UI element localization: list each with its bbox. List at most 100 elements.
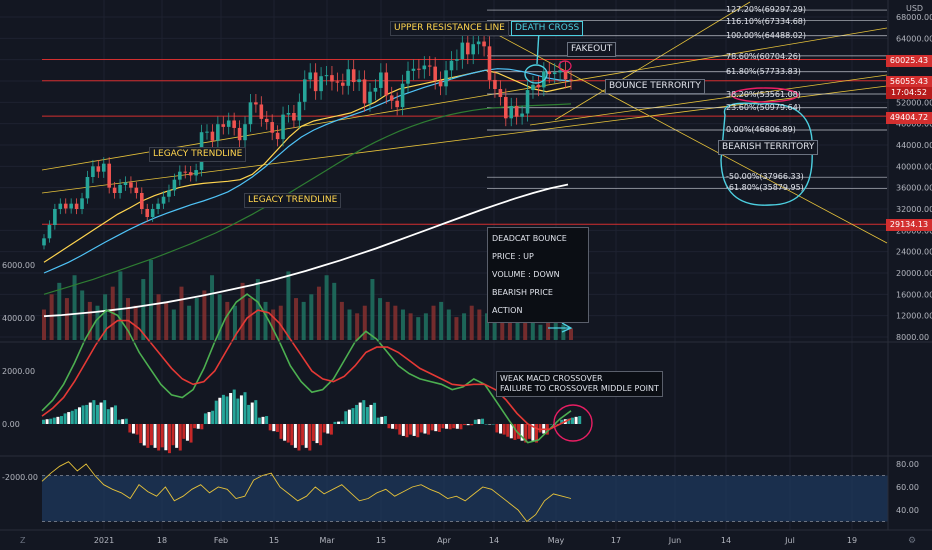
macd-histogram-bar — [92, 400, 96, 424]
candle-body — [63, 203, 68, 209]
volume-bar — [484, 313, 489, 340]
death-cross-pointer — [536, 30, 540, 65]
candle-body — [411, 68, 416, 71]
volume-bar — [202, 290, 207, 340]
volume-bar — [164, 301, 169, 340]
price-tag-29134: 29134.13 — [886, 219, 932, 231]
macd-note: WEAK MACD CROSSOVER FAILURE TO CROSSOVER… — [496, 371, 663, 397]
macd-histogram-bar — [409, 424, 413, 435]
macd-histogram-bar — [499, 424, 503, 434]
volume-bar — [339, 301, 344, 340]
candle-body — [395, 100, 399, 108]
macd-panel — [41, 293, 582, 454]
volume-bar — [103, 294, 108, 340]
macd-histogram-bar — [211, 410, 215, 424]
macd-histogram-bar — [185, 424, 189, 441]
macd-histogram-bar — [45, 419, 49, 424]
candle-body — [417, 68, 421, 70]
macd-histogram-bar — [437, 424, 441, 432]
candle-body — [547, 71, 552, 75]
volume-bar — [240, 282, 245, 340]
macd-histogram-bar — [491, 424, 495, 425]
macd-histogram-bar — [333, 421, 337, 424]
macd-histogram-bar — [578, 416, 582, 424]
macd-line — [41, 293, 572, 444]
macd-histogram-bar — [322, 424, 326, 433]
candle-body — [427, 65, 432, 67]
volume-bar — [355, 313, 360, 340]
volume-bar — [477, 309, 482, 340]
macd-histogram-bar — [103, 400, 107, 424]
macd-histogram-bar — [337, 421, 341, 424]
macd-histogram-bar — [423, 424, 427, 434]
price-tag-56055: 56055.43 — [886, 76, 932, 88]
signal-line — [41, 309, 572, 431]
macd-histogram-bar — [182, 424, 186, 439]
candle-body — [368, 91, 372, 104]
macd-histogram-bar — [88, 402, 92, 424]
candle-body — [178, 171, 182, 180]
macd-histogram-bar — [164, 424, 168, 451]
candle-body — [172, 179, 177, 191]
time-tick-label: 19 — [847, 536, 857, 545]
candle-body — [74, 203, 79, 209]
macd-histogram-bar — [59, 416, 63, 424]
volume-bar — [515, 309, 520, 340]
macd-histogram-bar — [506, 424, 510, 437]
macd-histogram-bar — [524, 424, 528, 443]
macd-histogram-bar — [67, 412, 71, 424]
macd-histogram-bar — [117, 419, 121, 424]
rsi-tick-label: 40.00 — [896, 506, 919, 515]
candle-body — [471, 44, 476, 55]
macd-histogram-bar — [193, 424, 197, 429]
candle-body — [455, 59, 459, 61]
volume-bar — [378, 298, 383, 340]
macd-histogram-bar — [427, 424, 431, 435]
candle-body — [531, 84, 535, 91]
candle-body — [351, 69, 356, 83]
candle-body — [101, 163, 106, 172]
candle-body — [536, 84, 541, 88]
candle-body — [188, 172, 193, 176]
candle-body — [422, 65, 427, 70]
macd-circle — [553, 404, 593, 442]
macd-histogram-bar — [470, 424, 474, 426]
macd-histogram-bar — [171, 424, 175, 446]
volume-arrow — [548, 322, 573, 333]
macd-histogram-bar — [308, 424, 312, 451]
candles[interactable] — [42, 31, 573, 250]
candle-body — [80, 198, 84, 209]
macd-histogram-bar — [567, 418, 571, 424]
macd-histogram-bar — [401, 424, 405, 436]
volume-bar — [431, 305, 436, 340]
volume-bar — [57, 282, 62, 340]
macd-histogram-bar — [124, 418, 128, 424]
candle-body — [91, 166, 95, 177]
fib-label-1272: 127.20%(69297.29) — [726, 5, 807, 14]
macd-histogram-bar — [405, 424, 409, 438]
candle-body — [498, 89, 503, 97]
macd-histogram-bar — [376, 417, 380, 424]
macd-histogram-bar — [81, 405, 85, 424]
macd-note-line-1: WEAK MACD CROSSOVER — [500, 374, 603, 383]
fib-label-neg50: -50.00%(37966.33) — [726, 172, 804, 181]
candle-body — [264, 118, 269, 123]
candle-body — [400, 83, 405, 108]
candle-body — [319, 76, 323, 92]
volume-bar — [194, 298, 199, 340]
volume-bar — [156, 294, 161, 340]
candle-body — [226, 120, 231, 127]
macd-histogram-bar — [448, 424, 452, 430]
price-tag-60025: 60025.43 — [886, 55, 932, 67]
macd-histogram-bar — [70, 410, 74, 424]
macd-histogram-bar — [297, 424, 301, 451]
fib-label-1000: 100.00%(64488.02) — [726, 31, 807, 40]
time-tick-label: 15 — [269, 536, 279, 545]
bearish-territory-outline — [720, 102, 813, 206]
volume-bar — [569, 328, 573, 340]
volume-bar — [187, 305, 192, 340]
death-cross-circle — [524, 64, 548, 84]
candle-body — [444, 70, 448, 87]
volume-bar — [492, 317, 497, 340]
